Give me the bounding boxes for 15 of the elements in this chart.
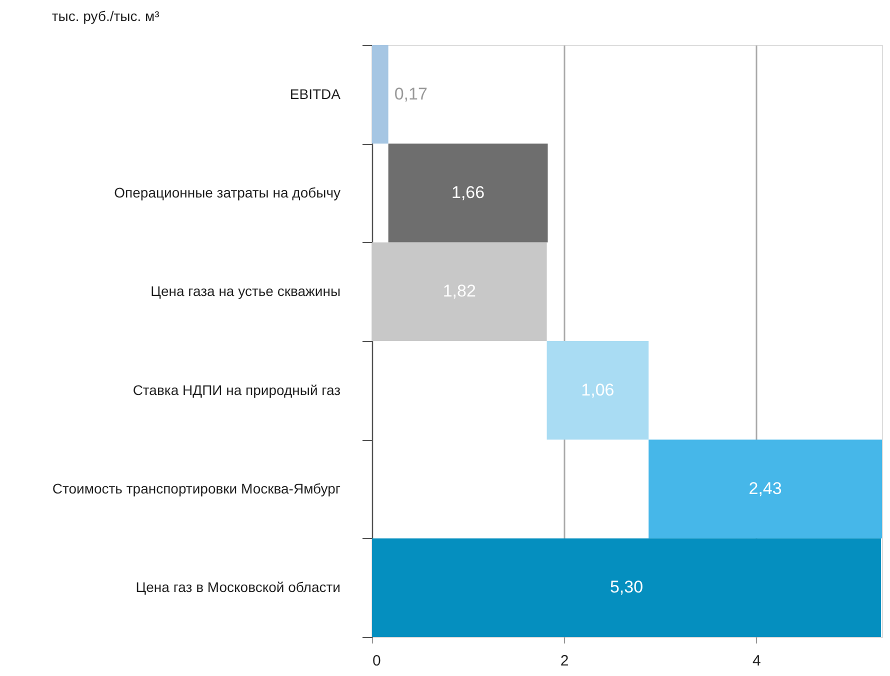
y-tick-label: EBITDA (290, 86, 342, 102)
x-tick-label: 0 (372, 652, 381, 670)
y-tick-label: Цена газа на устье скважины (150, 283, 340, 300)
data-label: 0,17 (394, 84, 428, 104)
x-tick-label: 4 (752, 652, 761, 670)
text: тыс. руб./тыс. м³ (52, 8, 160, 24)
y-tick-label: Цена газ в Московской области (136, 579, 340, 596)
data-label: 1,66 (452, 183, 485, 202)
data-label: 5,30 (610, 578, 644, 597)
x-tick-label: 2 (560, 652, 569, 670)
y-tick-label: Операционные затраты на добычу (114, 184, 340, 200)
y-tick-label: Ставка НДПИ на природный газ (132, 382, 340, 398)
data-label: 2,43 (748, 479, 782, 498)
data-label: 1,06 (581, 380, 614, 400)
y-tick-label: Стоимость транспортировки Москва-Ямбург (52, 480, 340, 496)
